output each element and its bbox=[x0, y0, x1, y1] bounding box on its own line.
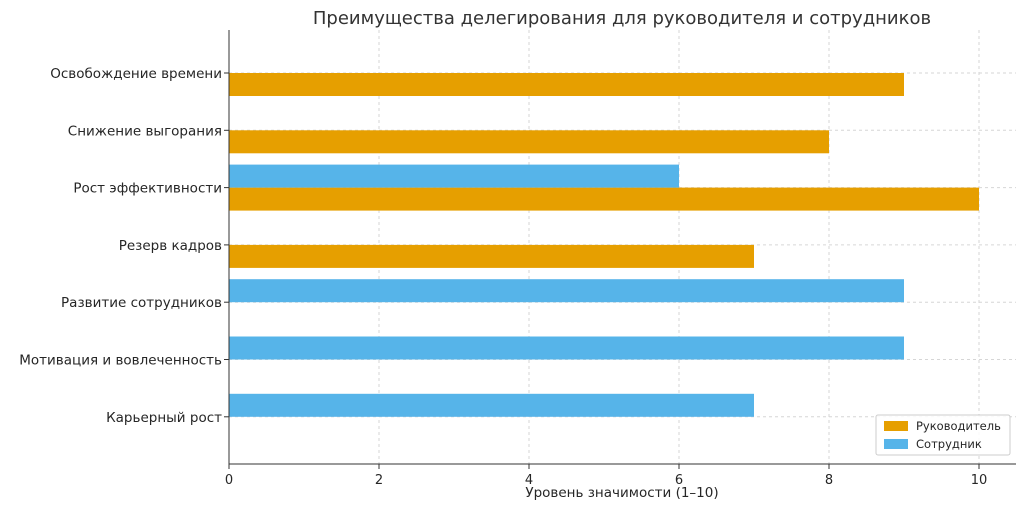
legend-frame bbox=[875, 414, 1011, 456]
bar-rukovoditel bbox=[229, 187, 979, 211]
bar-sotrudnik bbox=[229, 164, 679, 188]
legend-swatch-rukovoditel bbox=[884, 421, 908, 431]
bar-rukovoditel bbox=[229, 244, 754, 268]
bar-sotrudnik bbox=[229, 336, 904, 360]
x-tick-label: 0 bbox=[225, 473, 233, 488]
x-tick-label: 10 bbox=[971, 473, 988, 488]
x-tick-labels: 0 2 4 6 8 10 bbox=[225, 464, 987, 488]
y-tick-label: Резерв кадров bbox=[119, 238, 222, 254]
y-tick-label: Мотивация и вовлеченность bbox=[19, 353, 222, 369]
bar-rukovoditel bbox=[229, 73, 904, 96]
y-tick-label: Развитие сотрудников bbox=[61, 295, 222, 311]
bar-sotrudnik bbox=[229, 393, 754, 417]
x-tick-label: 8 bbox=[825, 473, 833, 488]
y-tick-labels: Освобождение времени Снижение выгорания Ро… bbox=[19, 66, 229, 426]
bar-sotrudnik bbox=[229, 279, 904, 303]
legend-label-sotrudnik: Сотрудник bbox=[916, 437, 982, 451]
x-tick-label: 6 bbox=[675, 473, 683, 488]
y-tick-label: Освобождение времени bbox=[50, 66, 222, 82]
y-tick-label: Карьерный рост bbox=[106, 410, 222, 426]
chart-title: Преимущества делегирования для руководит… bbox=[313, 8, 931, 29]
y-tick-label: Рост эффективности bbox=[73, 181, 222, 197]
x-tick-label: 2 bbox=[375, 473, 383, 488]
x-axis-label: Уровень значимости (1–10) bbox=[525, 485, 718, 501]
x-tick-label: 4 bbox=[525, 473, 533, 488]
bars-group bbox=[229, 73, 979, 417]
legend-label-rukovoditel: Руководитель bbox=[916, 419, 1001, 433]
y-tick-label: Снижение выгорания bbox=[68, 123, 222, 139]
legend-swatch-sotrudnik bbox=[884, 439, 908, 449]
bar-rukovoditel bbox=[229, 130, 829, 154]
legend: Руководитель Сотрудник bbox=[875, 414, 1011, 456]
